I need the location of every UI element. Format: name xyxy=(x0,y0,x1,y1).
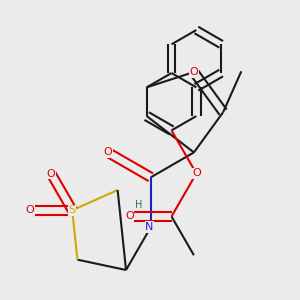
Text: O: O xyxy=(47,169,56,179)
Text: N: N xyxy=(145,222,154,232)
Text: O: O xyxy=(26,205,34,215)
Text: O: O xyxy=(103,147,112,158)
Text: S: S xyxy=(69,205,76,215)
Text: H: H xyxy=(135,200,142,210)
Text: O: O xyxy=(125,212,134,221)
Text: O: O xyxy=(192,168,201,178)
Text: O: O xyxy=(190,67,198,77)
